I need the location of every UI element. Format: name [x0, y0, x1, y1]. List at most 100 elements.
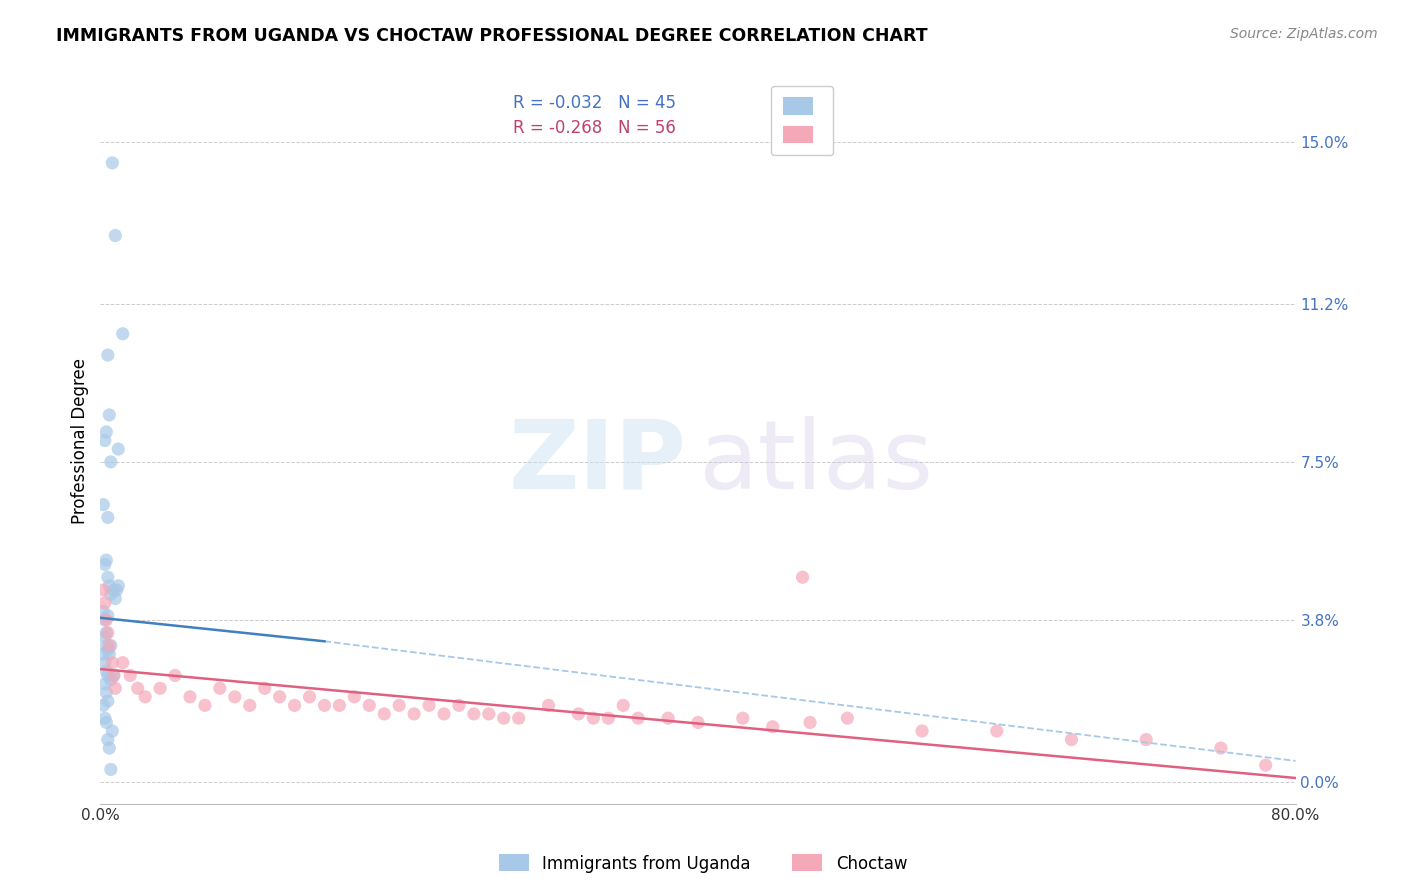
Point — [508, 711, 530, 725]
Point — [104, 228, 127, 243]
Point — [298, 690, 321, 704]
Point — [107, 442, 129, 456]
Point — [96, 553, 118, 567]
Point — [97, 570, 120, 584]
Point — [492, 711, 515, 725]
Point — [94, 711, 117, 725]
Point — [91, 647, 114, 661]
Point — [239, 698, 262, 713]
Point — [686, 715, 709, 730]
Point — [96, 664, 118, 678]
Point — [134, 690, 156, 704]
Point — [149, 681, 172, 696]
Text: Source: ZipAtlas.com: Source: ZipAtlas.com — [1230, 27, 1378, 41]
Point — [447, 698, 470, 713]
Point — [98, 579, 121, 593]
Point — [111, 326, 134, 341]
Point — [101, 656, 124, 670]
Point — [97, 625, 120, 640]
Text: IMMIGRANTS FROM UGANDA VS CHOCTAW PROFESSIONAL DEGREE CORRELATION CHART: IMMIGRANTS FROM UGANDA VS CHOCTAW PROFES… — [56, 27, 928, 45]
Point — [404, 706, 426, 721]
Point — [120, 668, 142, 682]
Point — [94, 630, 117, 644]
Point — [97, 608, 120, 623]
Point — [418, 698, 440, 713]
Point — [96, 685, 118, 699]
Text: ZIP: ZIP — [508, 416, 686, 508]
Point — [582, 711, 605, 725]
Point — [97, 348, 120, 362]
Point — [612, 698, 634, 713]
Point — [1209, 741, 1232, 756]
Point — [97, 510, 120, 524]
Point — [91, 604, 114, 618]
Point — [127, 681, 149, 696]
Point — [91, 498, 114, 512]
Point — [104, 681, 127, 696]
Point — [359, 698, 381, 713]
Point — [792, 570, 814, 584]
Point — [762, 720, 785, 734]
Point — [208, 681, 231, 696]
Point — [94, 613, 117, 627]
Point — [91, 582, 114, 597]
Point — [96, 425, 118, 439]
Point — [105, 582, 128, 597]
Point — [986, 724, 1008, 739]
Point — [103, 668, 125, 682]
Point — [269, 690, 291, 704]
Point — [100, 763, 122, 777]
Point — [1135, 732, 1157, 747]
Point — [165, 668, 187, 682]
Point — [911, 724, 934, 739]
Point — [100, 639, 122, 653]
Point — [253, 681, 276, 696]
Point — [799, 715, 821, 730]
Point — [194, 698, 217, 713]
Point — [537, 698, 560, 713]
Point — [94, 656, 117, 670]
Point — [373, 706, 395, 721]
Point — [96, 715, 118, 730]
Point — [96, 639, 118, 653]
Text: R = -0.032   N = 45: R = -0.032 N = 45 — [513, 94, 676, 112]
Point — [111, 656, 134, 670]
Point — [104, 591, 127, 606]
Point — [98, 408, 121, 422]
Point — [98, 741, 121, 756]
Point — [96, 625, 118, 640]
Legend: , : , — [772, 86, 834, 155]
Point — [97, 643, 120, 657]
Point — [100, 587, 122, 601]
Point — [94, 677, 117, 691]
Point — [107, 579, 129, 593]
Point — [179, 690, 201, 704]
Y-axis label: Professional Degree: Professional Degree — [72, 358, 89, 524]
Point — [96, 613, 118, 627]
Point — [103, 668, 125, 682]
Point — [100, 455, 122, 469]
Point — [91, 698, 114, 713]
Point — [224, 690, 246, 704]
Point — [433, 706, 456, 721]
Point — [97, 694, 120, 708]
Point — [101, 156, 124, 170]
Point — [94, 558, 117, 572]
Point — [463, 706, 485, 721]
Point — [478, 706, 501, 721]
Legend: Immigrants from Uganda, Choctaw: Immigrants from Uganda, Choctaw — [492, 847, 914, 880]
Point — [388, 698, 411, 713]
Point — [98, 647, 121, 661]
Point — [1254, 758, 1277, 772]
Point — [314, 698, 336, 713]
Point — [343, 690, 366, 704]
Point — [94, 596, 117, 610]
Point — [567, 706, 589, 721]
Point — [598, 711, 620, 725]
Point — [97, 732, 120, 747]
Point — [284, 698, 307, 713]
Point — [100, 673, 122, 687]
Point — [328, 698, 350, 713]
Point — [657, 711, 679, 725]
Point — [837, 711, 859, 725]
